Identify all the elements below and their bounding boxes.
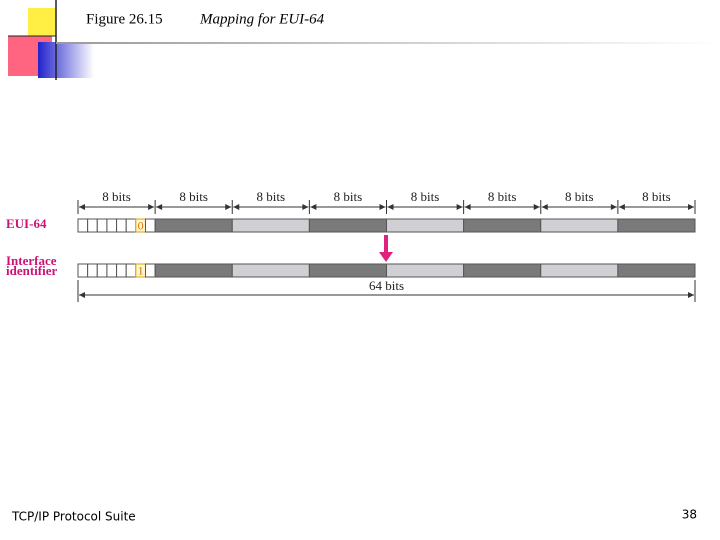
arrow-head bbox=[79, 204, 85, 210]
byte-block bbox=[540, 263, 619, 278]
bit-cell bbox=[116, 263, 127, 278]
bit-cell bbox=[87, 263, 98, 278]
arrow-head bbox=[148, 204, 155, 210]
bit-cell bbox=[96, 218, 108, 233]
bit-cell bbox=[125, 218, 137, 233]
byte-block bbox=[463, 218, 542, 233]
bit-cell bbox=[144, 218, 156, 233]
byte-block bbox=[231, 218, 310, 233]
arrow-head bbox=[233, 204, 240, 210]
segment-label: 8 bits bbox=[257, 189, 286, 204]
byte-block bbox=[386, 263, 465, 278]
arrow-head bbox=[225, 204, 232, 210]
arrow-head bbox=[688, 204, 694, 210]
byte-block bbox=[617, 263, 696, 278]
arrow-head bbox=[541, 204, 548, 210]
corner-decoration bbox=[8, 0, 94, 80]
arrow-head bbox=[456, 204, 463, 210]
bit-cell bbox=[125, 263, 137, 278]
arrow-head bbox=[533, 204, 540, 210]
row-label: identifier bbox=[6, 263, 57, 278]
byte-block bbox=[463, 263, 542, 278]
segment-label: 8 bits bbox=[179, 189, 208, 204]
ul-bit: 0 bbox=[138, 218, 144, 232]
segment-label: 8 bits bbox=[488, 189, 517, 204]
bit-cell bbox=[77, 263, 89, 278]
byte-block bbox=[231, 263, 310, 278]
byte-block bbox=[308, 218, 387, 233]
byte-block bbox=[154, 263, 233, 278]
bit-cell bbox=[144, 263, 156, 278]
segment-label: 8 bits bbox=[642, 189, 671, 204]
arrow-head bbox=[310, 204, 317, 210]
byte-block bbox=[617, 218, 696, 233]
segment-label: 8 bits bbox=[411, 189, 440, 204]
arrow-head bbox=[618, 204, 625, 210]
segment-label: 8 bits bbox=[565, 189, 594, 204]
byte-block bbox=[154, 218, 233, 233]
total-label: 64 bits bbox=[369, 278, 404, 293]
map-arrow-head bbox=[379, 252, 393, 262]
page-number: 38 bbox=[682, 508, 697, 522]
arrow-head bbox=[79, 292, 85, 298]
eui64-diagram: 8 bits 8 bits 8 bits 8 bits 8 bits 8 bits 8 bi… bbox=[6, 189, 696, 302]
arrow-head bbox=[387, 204, 394, 210]
bit-cell bbox=[96, 263, 108, 278]
bit-cell bbox=[116, 218, 127, 233]
map-arrow-shaft bbox=[384, 235, 388, 253]
segment-label: 8 bits bbox=[102, 189, 131, 204]
arrow-head bbox=[156, 204, 163, 210]
ul-bit: 1 bbox=[138, 263, 144, 277]
arrow-head bbox=[302, 204, 309, 210]
arrow-head bbox=[464, 204, 471, 210]
bit-cell bbox=[77, 218, 89, 233]
arrow-head bbox=[610, 204, 617, 210]
byte-block bbox=[308, 263, 387, 278]
bit-cell bbox=[106, 263, 118, 278]
bit-cell bbox=[106, 218, 118, 233]
figure-number: Figure 26.15 bbox=[86, 11, 163, 27]
row-label: Interface bbox=[6, 253, 57, 268]
arrow-head bbox=[688, 292, 694, 298]
arrow-head bbox=[379, 204, 386, 210]
segment-label: 8 bits bbox=[334, 189, 363, 204]
header-rule bbox=[56, 42, 720, 44]
footer-text: TCP/IP Protocol Suite bbox=[11, 510, 136, 524]
bit-cell bbox=[87, 218, 98, 233]
byte-block bbox=[540, 218, 619, 233]
byte-block bbox=[386, 218, 465, 233]
slide-title: Mapping for EUI-64 bbox=[199, 11, 325, 27]
row-label: EUI-64 bbox=[6, 216, 47, 231]
